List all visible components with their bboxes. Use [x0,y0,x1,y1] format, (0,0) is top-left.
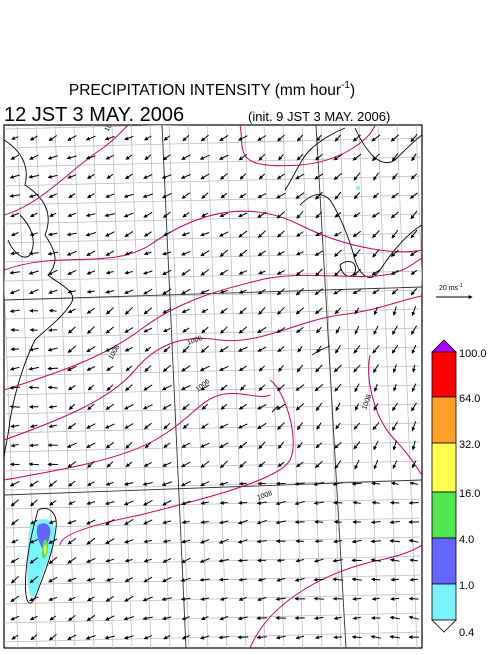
reference-label: 20 ms-1 [439,283,463,292]
wind-arrow [315,522,323,523]
reference-vector: 20 ms-1 [436,283,472,297]
colorbar-label: 64.0 [459,393,480,405]
title-suffix: ) [350,82,355,99]
wind-arrow [29,387,39,388]
wind-arrow [314,579,324,580]
colorbar-segment [432,397,456,443]
wind-arrow [220,579,229,580]
wind-arrow [238,560,247,561]
wind-arrow [10,387,20,388]
colorbar-label: 100.0 [459,348,487,360]
colorbar-segment [432,352,456,397]
wind-arrow [409,599,418,600]
wind-arrow [334,522,341,523]
title: PRECIPITATION INTENSITY (mm hour-1) [69,80,355,99]
valid-time: 12 JST 3 MAY. 2006 [4,104,184,126]
colorbar-label: 1.0 [459,580,474,592]
colorbar [432,340,456,632]
wind-arrow [409,503,418,504]
wind-arrow [220,503,227,504]
wind-arrow [239,503,247,504]
colorbar-cap [432,620,456,632]
colorbar-label: 32.0 [459,439,480,451]
colorbar-labels: 100.0 64.0 32.0 16.0 4.0 1.0 0.4 [459,348,487,639]
colorbar-segment [432,538,456,584]
colorbar-label: 4.0 [459,534,474,546]
colorbar-segment [432,443,456,492]
reference-text: 20 ms [439,285,459,292]
wind-arrow [49,330,57,331]
wind-arrow [334,637,342,638]
colorbar-segment [432,584,456,620]
wind-arrow [11,330,19,331]
colorbar-segment [432,492,456,538]
wind-arrow [49,311,56,312]
wind-arrow [372,579,381,580]
title-text: PRECIPITATION INTENSITY (mm hour [69,82,341,99]
wind-arrow [257,618,267,619]
colorbar-cap [432,340,456,352]
reference-superscript: -1 [458,283,463,289]
colorbar-label: 0.4 [459,627,474,639]
colorbar-label: 16.0 [459,488,480,500]
init-time: (init. 9 JST 3 MAY. 2006) [248,109,390,124]
wind-arrow [48,368,58,369]
map: 1008 1008 1006 1006 1008 1008 [0,116,455,648]
